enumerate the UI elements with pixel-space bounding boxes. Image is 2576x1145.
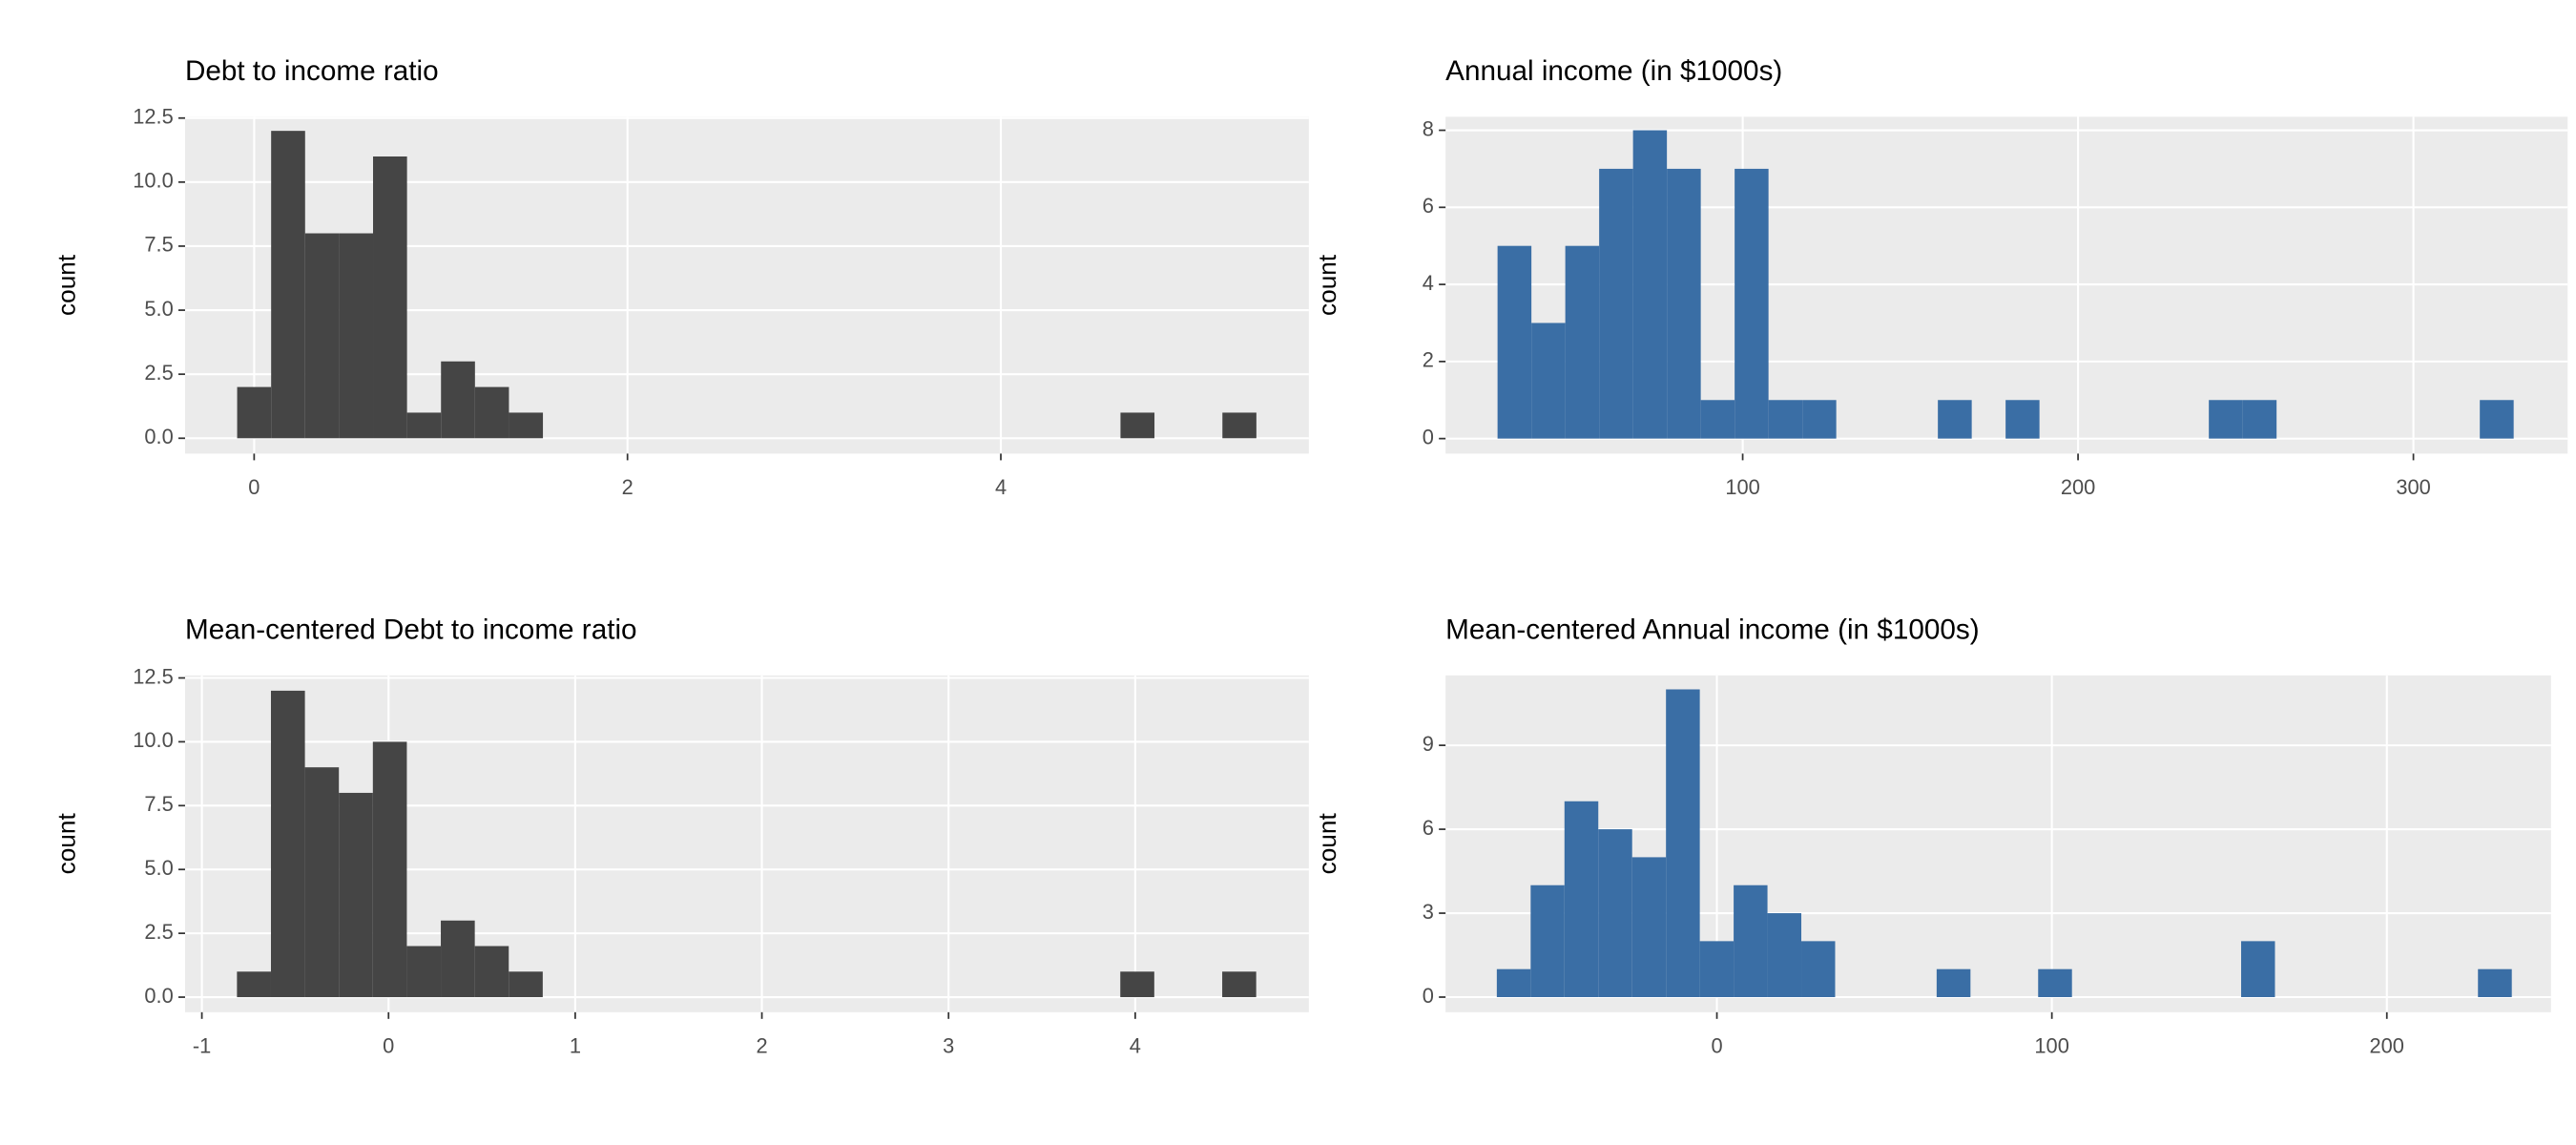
histogram-bar <box>237 971 271 998</box>
x-tick-label: 300 <box>2396 475 2430 499</box>
histogram-bar <box>474 946 509 998</box>
x-tick-label: 2 <box>756 1033 767 1057</box>
y-tick-label: 6 <box>1423 816 1434 840</box>
histogram-bar <box>1734 885 1768 998</box>
y-tick-label: 4 <box>1423 271 1434 295</box>
histogram-bar <box>2242 400 2277 439</box>
x-tick-label: 0 <box>1711 1033 1722 1057</box>
y-tick-label: 10.0 <box>133 728 173 752</box>
histogram-bar <box>372 741 407 998</box>
chart-title: Debt to income ratio <box>185 55 439 87</box>
histogram-bar <box>1938 400 1972 439</box>
x-tick-label: 200 <box>2061 475 2095 499</box>
x-tick-label: 4 <box>1130 1033 1141 1057</box>
x-tick-label: -1 <box>193 1033 211 1057</box>
y-tick-label: 0 <box>1423 984 1434 1008</box>
histogram-bar <box>1667 168 1701 439</box>
x-tick-label: 0 <box>383 1033 394 1057</box>
y-tick-label: 2 <box>1423 348 1434 372</box>
histogram-bar <box>1598 829 1632 998</box>
histogram-bar <box>1530 885 1565 998</box>
histogram-bar <box>1222 412 1257 439</box>
histogram-bar <box>1936 968 1971 998</box>
x-tick-label: 2 <box>622 475 634 499</box>
y-tick-label: 5.0 <box>144 297 173 321</box>
histogram-bar <box>1631 857 1667 998</box>
histogram-bar <box>1666 689 1700 998</box>
x-tick-label: 1 <box>570 1033 581 1057</box>
histogram-bar <box>1564 801 1599 998</box>
chart-title: Mean-centered Debt to income ratio <box>185 614 637 645</box>
histogram-bar <box>304 767 340 998</box>
histogram-bar <box>1767 913 1802 998</box>
histogram-bar <box>1497 245 1532 439</box>
histogram-bar <box>2480 400 2514 439</box>
histogram-bar <box>441 920 475 998</box>
histogram-bar <box>1531 323 1566 439</box>
chart-title: Annual income (in $1000s) <box>1445 55 1782 87</box>
x-tick-label: 0 <box>248 475 260 499</box>
histogram-bar <box>304 233 340 439</box>
y-tick-label: 9 <box>1423 732 1434 756</box>
y-tick-label: 2.5 <box>144 361 173 385</box>
histogram-bar <box>373 156 407 439</box>
histogram-bar <box>1801 941 1836 998</box>
x-tick-label: 100 <box>1725 475 1759 499</box>
y-tick-label: 0.0 <box>144 425 173 448</box>
y-tick-label: 10.0 <box>133 169 173 193</box>
y-tick-label: 0 <box>1423 425 1434 448</box>
histogram-bar <box>1700 400 1735 439</box>
histogram-bar <box>2209 400 2243 439</box>
histogram-bar <box>1120 971 1154 998</box>
histogram-bar <box>1599 168 1633 439</box>
histogram-bar <box>1735 168 1769 439</box>
histogram-bar <box>339 792 373 998</box>
y-tick-label: 2.5 <box>144 920 173 944</box>
histogram-bar <box>509 971 543 998</box>
histogram-bar <box>1120 412 1155 439</box>
histogram-bar <box>271 131 305 439</box>
x-tick-label: 200 <box>2370 1033 2404 1057</box>
histogram-bar <box>2038 968 2072 998</box>
histogram-bar <box>509 412 544 439</box>
histogram-bar <box>1699 941 1735 998</box>
x-tick-label: 100 <box>2034 1033 2068 1057</box>
histogram-bar <box>1768 400 1803 439</box>
x-tick-label: 4 <box>995 475 1007 499</box>
histogram-bar <box>237 386 272 439</box>
histogram-bar <box>2005 400 2040 439</box>
histogram-bar <box>1802 400 1837 439</box>
histogram-bar <box>1222 971 1257 998</box>
chart-title: Mean-centered Annual income (in $1000s) <box>1445 614 1979 645</box>
y-tick-label: 12.5 <box>133 664 173 688</box>
histogram-bar <box>406 412 442 439</box>
y-axis-label: count <box>1313 813 1341 875</box>
y-axis-label: count <box>52 813 81 875</box>
y-tick-label: 7.5 <box>144 792 173 816</box>
y-tick-label: 8 <box>1423 116 1434 140</box>
histogram-bar <box>270 690 305 998</box>
histogram-bar <box>1496 968 1531 998</box>
histogram-bar <box>406 946 442 998</box>
histogram-bar <box>1632 130 1668 439</box>
y-axis-label: count <box>52 254 81 316</box>
histogram-bar <box>2241 941 2275 998</box>
histogram-bar <box>1565 245 1600 439</box>
histogram-bar <box>474 386 509 439</box>
histogram-bar <box>2478 968 2512 998</box>
y-tick-label: 0.0 <box>144 984 173 1008</box>
histogram-bar <box>441 361 475 439</box>
x-tick-label: 3 <box>943 1033 954 1057</box>
y-tick-label: 5.0 <box>144 856 173 880</box>
y-tick-label: 3 <box>1423 900 1434 924</box>
y-tick-label: 7.5 <box>144 233 173 257</box>
y-axis-label: count <box>1313 254 1341 316</box>
y-tick-label: 6 <box>1423 194 1434 218</box>
histogram-bar <box>339 233 374 439</box>
y-tick-label: 12.5 <box>133 104 173 128</box>
